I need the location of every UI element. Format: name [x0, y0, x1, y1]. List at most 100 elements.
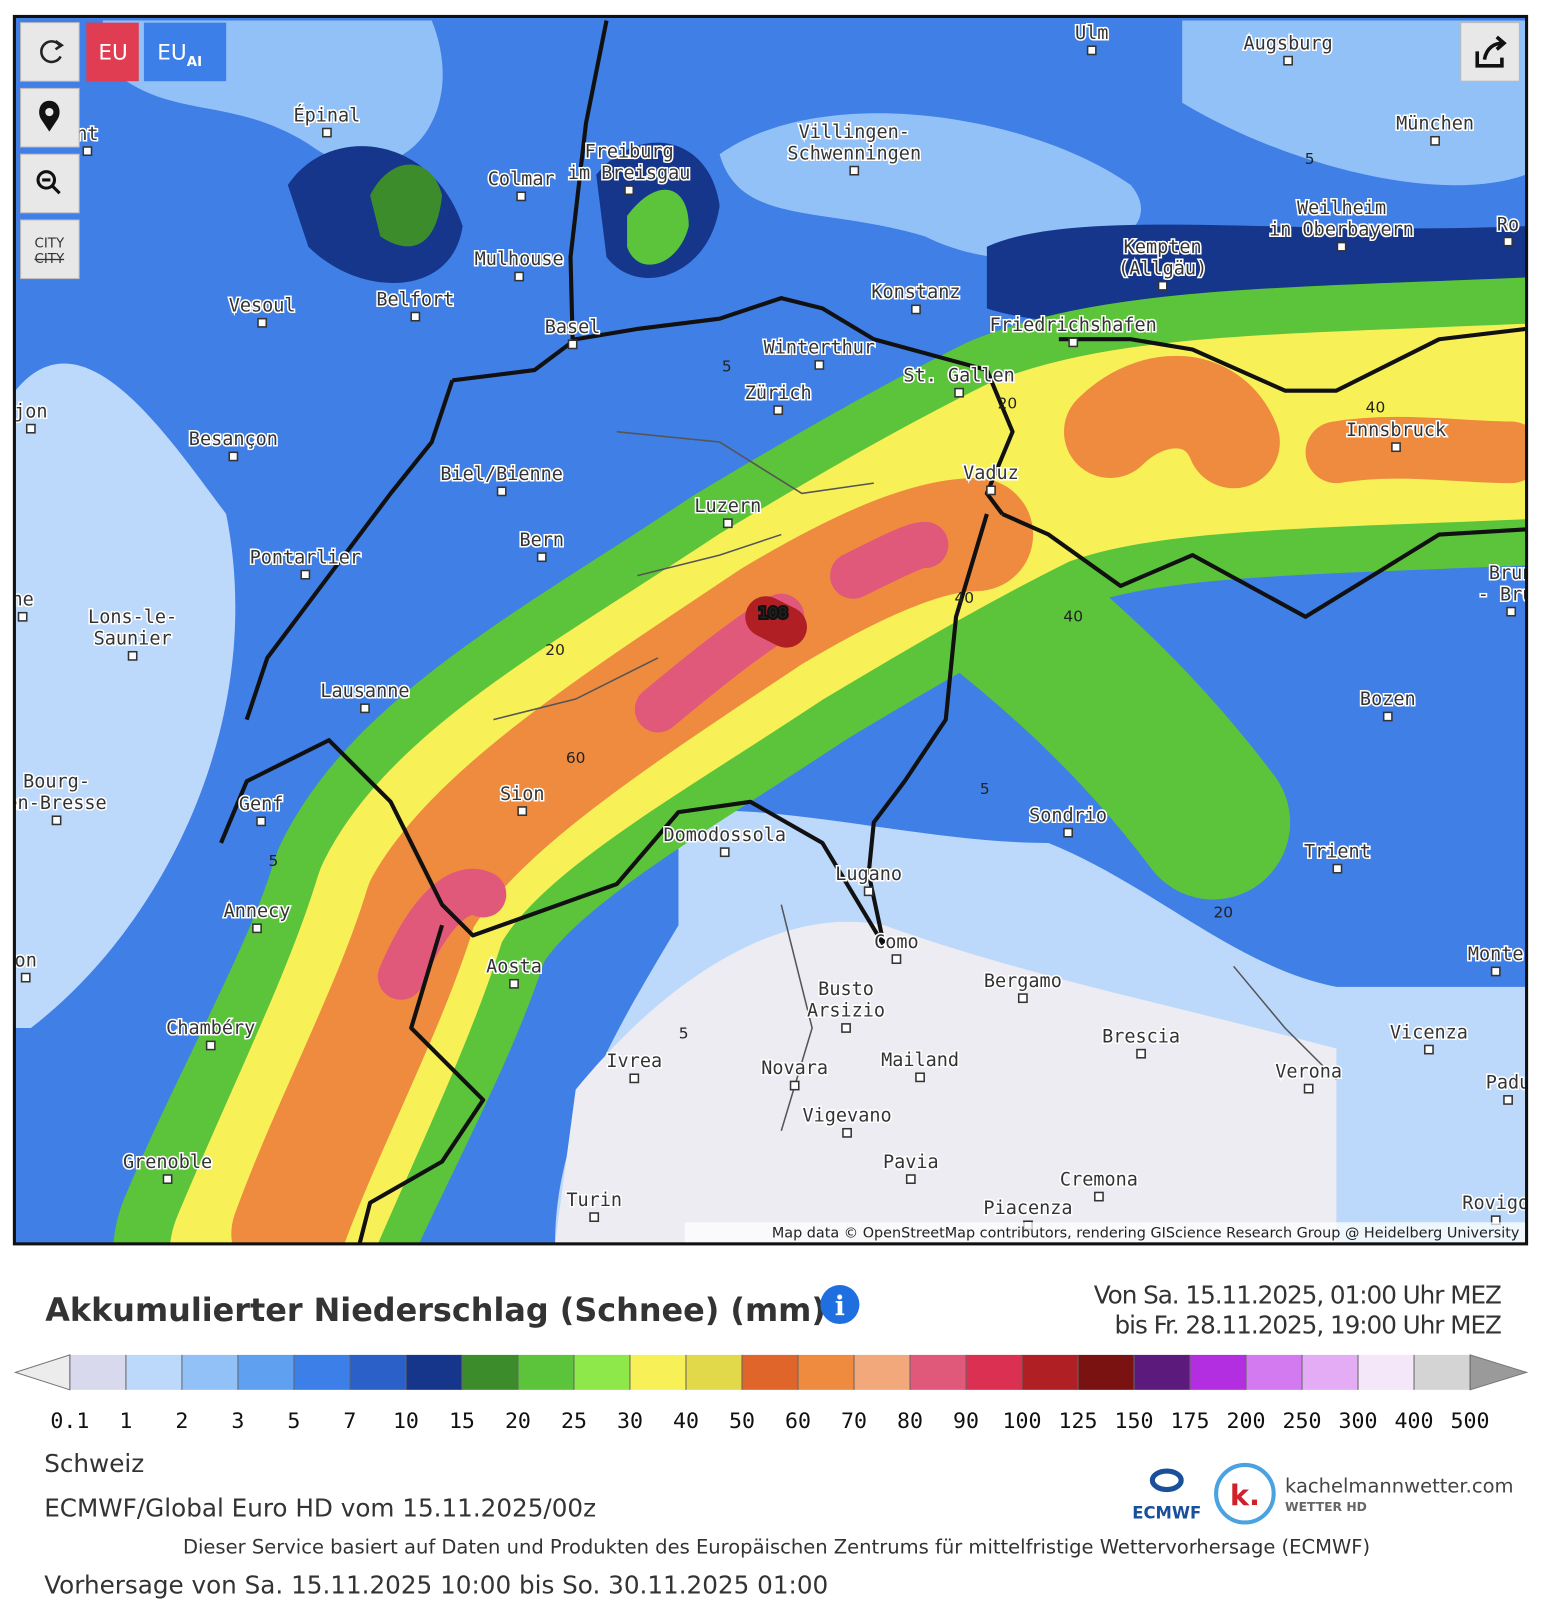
legend-tick-label: 70 — [841, 1409, 867, 1434]
legend-tick-label: 10 — [393, 1409, 419, 1434]
legend-swatch — [629, 1354, 686, 1390]
city-name: Turin — [566, 1190, 622, 1211]
legend-tick-label: 250 — [1283, 1409, 1322, 1434]
city-line: Lugano — [835, 864, 902, 885]
city-name: Innsbruck — [1346, 420, 1446, 441]
share-button[interactable] — [1460, 22, 1520, 82]
city-marker — [517, 806, 528, 816]
zoom-button[interactable] — [20, 153, 80, 214]
site-sub: WETTER HD — [1285, 1500, 1367, 1514]
precip-area — [627, 189, 689, 265]
city-marker — [228, 451, 239, 462]
city-name: Verona — [1275, 1061, 1342, 1082]
city-line: Bozen — [1360, 689, 1416, 710]
city-line: Ro — [1497, 214, 1519, 235]
legend-tick-label: 200 — [1227, 1409, 1266, 1434]
city-name: Luzern — [694, 496, 761, 517]
city-name: Annecy — [224, 901, 291, 922]
city-line: Genf — [239, 794, 284, 815]
city-name: Belfort — [376, 289, 454, 310]
city-button[interactable] — [20, 219, 80, 280]
legend-tick-label: 80 — [897, 1409, 923, 1434]
city-marker — [1391, 442, 1401, 453]
precip-area — [370, 164, 443, 247]
city-name: Bozen — [1360, 689, 1416, 710]
city-marker — [516, 191, 527, 202]
legend-tick-label: 7 — [343, 1409, 356, 1434]
contour-label: 5 — [722, 357, 732, 375]
city-name: Vicenza — [1390, 1022, 1468, 1043]
city-line: Friedrichshafen — [990, 315, 1157, 336]
period-start: Von Sa. 15.11.2025, 01:00 Uhr MEZ — [1094, 1280, 1501, 1309]
eu-button[interactable] — [86, 22, 139, 82]
forecast-period: Vorhersage von Sa. 15.11.2025 10:00 bis … — [44, 1570, 828, 1599]
city-name: Como — [874, 932, 919, 953]
city-line: Busto — [818, 979, 874, 1000]
city-marker — [1136, 1048, 1146, 1059]
city-marker — [17, 611, 28, 622]
info-button[interactable] — [820, 1284, 860, 1325]
info-icon: i — [835, 1291, 845, 1322]
legend-tick-label: 15 — [449, 1409, 475, 1434]
city-name: Sion — [500, 784, 545, 805]
city-marker — [567, 339, 578, 350]
city-line: Mailand — [881, 1050, 959, 1071]
city-line: Freiburg — [585, 141, 674, 162]
city-line: Vaduz — [963, 463, 1019, 484]
legend-tick-label: 3 — [231, 1409, 244, 1434]
city-line: Basel — [545, 317, 601, 338]
city-name: Bern — [519, 530, 564, 551]
city-name: St. Gallen — [903, 365, 1014, 386]
city-marker — [1017, 993, 1028, 1004]
attribution-bg — [684, 1222, 1526, 1243]
city-line: im Breisgau — [568, 163, 691, 184]
legend-tick-label: 400 — [1395, 1409, 1434, 1434]
legend-swatch — [293, 1354, 350, 1390]
city-line: Sondrio — [1029, 805, 1107, 826]
refresh-button[interactable] — [20, 22, 80, 82]
city-line: Trient — [1304, 841, 1371, 862]
city-marker — [82, 146, 93, 156]
city-name: Lons-le-Saunier — [88, 607, 177, 650]
city-line: Innsbruck — [1346, 420, 1446, 441]
city-marker — [25, 423, 36, 434]
legend-tick-label: 100 — [1003, 1409, 1042, 1434]
city-name: Cremona — [1060, 1169, 1138, 1190]
contour-label: 40 — [1063, 607, 1083, 625]
city-marker — [1336, 241, 1347, 252]
city-name: Vaduz — [963, 463, 1019, 484]
city-name: Basel — [545, 317, 601, 338]
city-name: Busto Arsizio — [807, 979, 885, 1022]
ecmwf-logo — [1149, 1468, 1184, 1493]
legend-swatch — [1190, 1354, 1247, 1390]
model-run: ECMWF/Global Euro HD vom 15.11.2025/00z — [44, 1493, 596, 1522]
country-border — [219, 20, 1526, 1243]
city-line: Chambéry — [166, 1018, 255, 1039]
city-line: Aosta — [486, 956, 542, 977]
city-line: Kempten — [1124, 237, 1202, 258]
precip-area — [555, 921, 1337, 1243]
city-marker — [1303, 1083, 1314, 1094]
precip-band — [909, 519, 1291, 900]
eu-ai-button[interactable] — [143, 22, 227, 82]
city-line: Bourg- — [23, 771, 90, 792]
city-line: Biel/Bienne — [440, 464, 563, 485]
city-line: Pavia — [883, 1152, 939, 1173]
legend-tick-label: 125 — [1059, 1409, 1098, 1434]
city-name: Augsburg — [1244, 33, 1333, 54]
city-marker — [162, 1174, 173, 1184]
city-name: jon — [14, 401, 47, 422]
city-name: Genf — [239, 794, 284, 815]
city-name: Mulhouse — [475, 249, 564, 270]
city-line: Annecy — [224, 901, 291, 922]
city-marker — [514, 271, 525, 282]
legend-swatch — [797, 1354, 854, 1390]
city-marker — [789, 1080, 800, 1091]
refresh-icon — [54, 40, 65, 51]
city-line: Schwenningen — [787, 143, 921, 164]
city-marker — [1086, 45, 1097, 56]
city-name: Trient — [1304, 841, 1371, 862]
city-marker — [911, 304, 921, 315]
city-marker — [863, 886, 874, 897]
